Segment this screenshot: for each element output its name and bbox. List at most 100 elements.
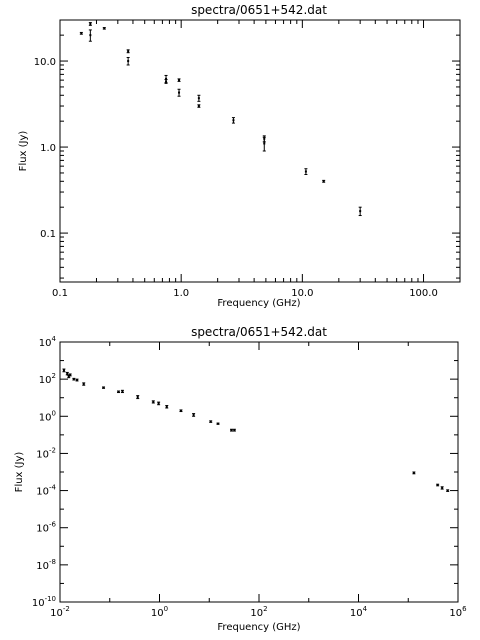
bottom-point-marker (436, 483, 439, 486)
bottom-point-marker (230, 429, 233, 432)
bottom-plot-frame (59, 341, 459, 603)
top-chart-title: spectra/0651+542.dat (191, 3, 327, 17)
bottom-y-tick-label: 102 (39, 372, 56, 386)
top-data-point (322, 179, 326, 183)
bottom-x-tick-label: 104 (350, 605, 368, 619)
bottom-axis-ticks: 10-2 100 102 104 106 10-10 10-8 10-6 10-4 10-2 100… (32, 335, 467, 619)
top-point-marker (197, 105, 200, 108)
bottom-y-tick-label: 10-6 (36, 521, 56, 535)
bottom-y-tick-label: 10-8 (36, 558, 56, 572)
top-y-tick-label: 0.1 (40, 229, 56, 240)
bottom-point-marker (209, 420, 212, 423)
top-point-marker (89, 22, 92, 25)
bottom-point-marker (412, 471, 415, 474)
top-point-marker (359, 210, 362, 213)
bottom-point-marker (62, 369, 65, 372)
top-data-point (262, 136, 266, 152)
bottom-data-point (120, 389, 124, 394)
bottom-data-point (65, 371, 69, 376)
top-plot-frame (59, 19, 461, 283)
bottom-data-points (62, 368, 450, 492)
bottom-point-marker (117, 390, 120, 393)
bottom-point-marker (121, 390, 124, 393)
bottom-data-point (209, 420, 213, 423)
top-data-points (79, 22, 362, 217)
bottom-data-point (440, 486, 444, 490)
bottom-data-point (136, 395, 140, 400)
bottom-data-point (157, 401, 161, 406)
top-data-point (197, 104, 201, 108)
bottom-data-point (436, 483, 440, 487)
top-data-point (164, 79, 168, 84)
top-point-marker (127, 50, 130, 53)
bottom-data-point (82, 382, 86, 386)
bottom-chart: spectra/0651+542.dat 10-2 100 102 104 10610-… (14, 325, 467, 633)
top-x-tick-label: 1.0 (173, 288, 189, 299)
top-point-marker (178, 91, 181, 94)
bottom-x-tick-label: 10-2 (50, 605, 70, 619)
top-point-marker (165, 80, 168, 83)
top-data-point (304, 168, 308, 175)
top-x-axis-label: Frequency (GHz) (217, 298, 300, 309)
top-data-point (88, 22, 92, 26)
top-point-marker (232, 119, 235, 122)
top-chart: spectra/0651+542.dat 0.1 1.0 10.0 100.0 0.1 1… (18, 3, 461, 309)
bottom-point-marker (192, 413, 195, 416)
top-point-marker (304, 170, 307, 173)
top-point-marker (322, 180, 325, 183)
bottom-point-marker (66, 372, 69, 375)
top-data-point (126, 56, 130, 66)
top-x-tick-label: 0.1 (52, 288, 68, 299)
bottom-data-point (179, 409, 183, 413)
top-x-tick-label: 100.0 (409, 288, 438, 299)
bottom-x-axis-label: Frequency (GHz) (217, 622, 300, 633)
top-point-marker (165, 77, 168, 80)
bottom-y-tick-label: 10-4 (36, 484, 56, 498)
bottom-x-tick-label: 100 (151, 605, 168, 619)
top-point-marker (89, 34, 92, 37)
bottom-x-tick-label: 102 (250, 605, 267, 619)
top-point-marker (127, 60, 130, 63)
top-data-point (177, 78, 181, 82)
bottom-point-marker (72, 378, 75, 381)
top-data-point (177, 88, 181, 97)
top-point-marker (178, 79, 181, 82)
top-x-tick-label: 10.0 (291, 288, 313, 299)
top-y-axis-label: Flux (Jy) (18, 131, 29, 172)
bottom-data-point (117, 390, 121, 394)
bottom-y-axis-label: Flux (Jy) (14, 452, 25, 493)
bottom-point-marker (102, 386, 105, 389)
top-point-marker (80, 32, 83, 35)
bottom-point-marker (233, 429, 236, 432)
top-data-point (197, 94, 201, 102)
bottom-point-marker (446, 489, 449, 492)
top-data-point (358, 206, 362, 217)
bottom-data-point (446, 489, 450, 492)
bottom-data-point (412, 471, 416, 475)
bottom-point-marker (217, 422, 220, 425)
bottom-data-point (102, 386, 106, 389)
top-data-point (231, 117, 235, 124)
top-axis-ticks: 0.1 1.0 10.0 100.0 0.1 1.0 10.0 (34, 19, 461, 299)
bottom-y-tick-label: 100 (39, 409, 56, 423)
top-data-point (126, 49, 130, 54)
bottom-data-point (62, 368, 66, 373)
bottom-data-point (216, 422, 220, 425)
bottom-point-marker (136, 395, 139, 398)
bottom-data-point (72, 377, 76, 381)
top-data-point (79, 31, 83, 35)
bottom-data-point (232, 428, 236, 432)
bottom-y-tick-label: 104 (39, 335, 57, 349)
bottom-point-marker (157, 402, 160, 405)
bottom-point-marker (152, 400, 155, 403)
bottom-data-point (151, 400, 155, 404)
top-point-marker (197, 97, 200, 100)
bottom-y-tick-label: 10-2 (36, 446, 56, 460)
bottom-data-point (229, 428, 233, 432)
bottom-data-point (68, 373, 72, 377)
bottom-point-marker (69, 373, 72, 376)
bottom-point-marker (441, 486, 444, 489)
bottom-chart-title: spectra/0651+542.dat (191, 325, 327, 339)
bottom-data-point (192, 413, 196, 417)
